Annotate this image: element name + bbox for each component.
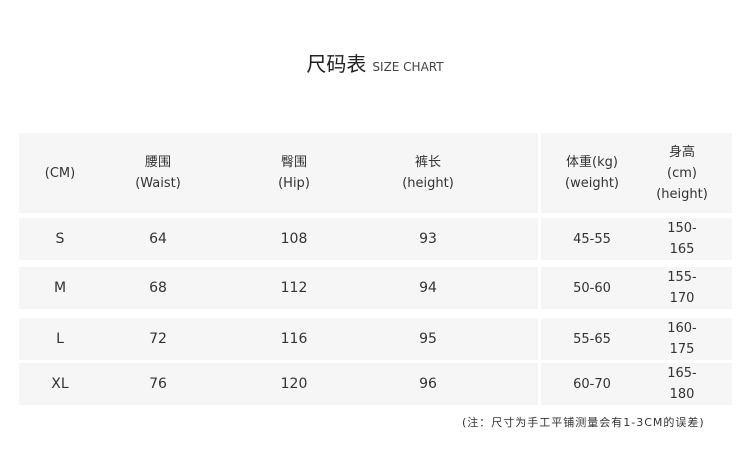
row-bg-left — [19, 363, 538, 405]
table-cell: 160-175 — [667, 321, 697, 357]
table-cell: M — [53, 279, 67, 296]
table-cell: 72 — [149, 330, 167, 347]
table-cell: 60-70 — [573, 376, 611, 392]
table-cell: 96 — [419, 375, 437, 392]
header-sublabel: (Hip) — [278, 176, 310, 191]
table-cell: 112 — [280, 279, 308, 296]
header-cell: 身高(cm) (height) — [656, 133, 708, 213]
table-cell: 120 — [280, 375, 308, 392]
header-cell: 裤长 (height) — [402, 133, 454, 213]
table-cell: 108 — [280, 230, 308, 247]
row-bg-right — [541, 267, 732, 309]
header-cell: 体重(kg) (weight) — [565, 133, 619, 213]
table-cell: 165-180 — [667, 366, 697, 402]
table-cell: 68 — [149, 279, 167, 296]
header-sublabel: (weight) — [565, 176, 619, 191]
title-en: SIZE CHART — [372, 60, 444, 74]
table-cell: 93 — [419, 230, 437, 247]
header-label: 裤长 — [414, 155, 441, 170]
row-bg-right — [541, 363, 732, 405]
row-bg-right — [541, 318, 732, 360]
table-cell: 116 — [280, 330, 308, 347]
header-label: 腰围 — [144, 155, 171, 170]
header-sublabel: (height) — [402, 176, 454, 191]
row-bg-left — [19, 267, 538, 309]
row-bg-left — [19, 318, 538, 360]
header-row: (CM) 腰围 (Waist) 臀围 (Hip) 裤长 (height) 体重(kg) (wei… — [19, 133, 732, 213]
header-cell: 臀围 (Hip) — [278, 133, 310, 213]
header-cell: 腰围 (Waist) — [135, 133, 181, 213]
table-cell: 94 — [419, 279, 437, 296]
table-row: M 68 112 94 50-60 155-170 — [19, 267, 732, 309]
header-cell: (CM) — [45, 133, 75, 213]
table-cell: 55-65 — [573, 331, 611, 347]
title-zh: 尺码表 — [306, 52, 367, 76]
table-cell: 64 — [149, 230, 167, 247]
row-bg-left — [19, 218, 538, 260]
table-cell: 155-170 — [667, 270, 697, 306]
row-bg-right — [541, 218, 732, 260]
table-cell: 76 — [149, 375, 167, 392]
table-cell: 50-60 — [573, 280, 611, 296]
header-sublabel: (height) — [656, 186, 708, 202]
table-cell: S — [55, 230, 65, 247]
row-bg-left — [19, 133, 538, 213]
measurement-note: (注：尺寸为手工平铺测量会有1-3CM的误差) — [462, 416, 705, 429]
row-bg-right — [541, 133, 732, 213]
table-cell: 45-55 — [573, 231, 611, 247]
page-title: 尺码表 SIZE CHART — [0, 48, 750, 77]
header-label: 身高(cm) — [667, 144, 697, 181]
header-label: 体重(kg) — [566, 155, 618, 170]
header-label: (CM) — [44, 165, 76, 181]
table-row: L 72 116 95 55-65 160-175 — [19, 318, 732, 360]
table-row: XL 76 120 96 60-70 165-180 — [19, 363, 732, 405]
header-sublabel: (Waist) — [135, 176, 181, 191]
table-row: S 64 108 93 45-55 150-165 — [19, 218, 732, 260]
table-cell: L — [56, 330, 64, 347]
table-cell: 95 — [419, 330, 437, 347]
header-label: 臀围 — [280, 155, 308, 170]
table-cell: 150-165 — [667, 221, 697, 257]
table-cell: XL — [51, 375, 69, 392]
